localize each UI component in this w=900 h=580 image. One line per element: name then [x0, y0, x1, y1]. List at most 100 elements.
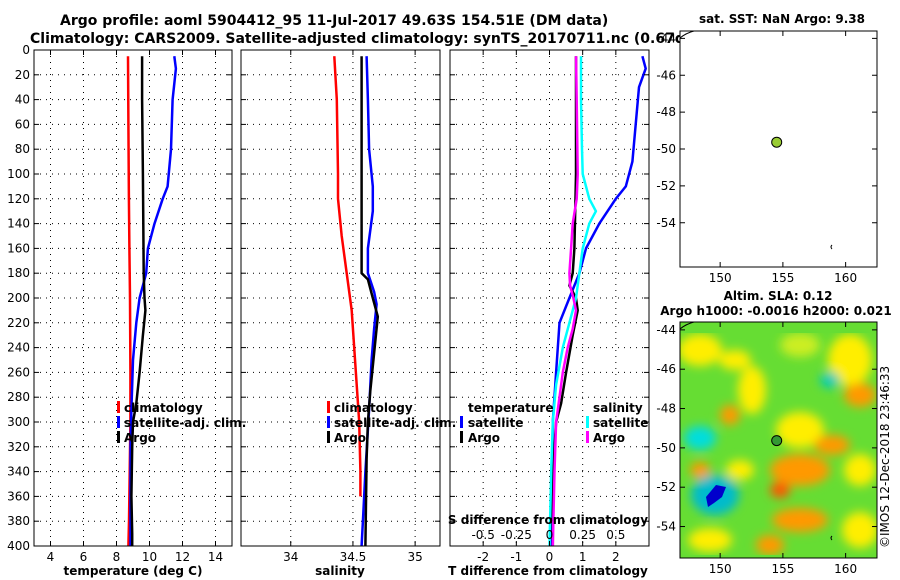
difference-panel: -2 -1 0 1 2 temperature salinity satellite A… — [448, 49, 650, 578]
sst-map: sat. SST: NaN Argo: 9.38 -44 -46 -48 -50 -52… — [656, 12, 878, 285]
legend-header-salinity: salinity — [593, 401, 643, 415]
series-argo — [360, 56, 380, 547]
difference-series — [548, 55, 647, 547]
temperature-xlabel: temperature (deg C) — [64, 564, 203, 578]
salinity-xlabel: salinity — [315, 564, 365, 578]
legend-satellite-adj: satellite-adj. clim. — [124, 416, 246, 430]
y-tick-label: 180 — [7, 266, 30, 280]
y-tick-label: 120 — [7, 192, 30, 206]
difference-grid — [450, 49, 649, 547]
legend-swatch-argo — [117, 431, 120, 443]
map-lat-label: -48 — [656, 402, 676, 416]
figure-title-line2: Climatology: CARS2009. Satellite-adjuste… — [30, 31, 748, 47]
y-tick-label: 60 — [15, 117, 30, 131]
series-s-argo — [551, 56, 579, 547]
sla-map-title: Altim. SLA: 0.12 — [724, 289, 833, 303]
legend-argo: Argo — [334, 431, 366, 445]
map-lat-label: -46 — [656, 68, 676, 82]
salinity-legend: climatology satellite-adj. clim. Argo — [327, 401, 456, 445]
legend-swatch-climatology — [117, 401, 120, 413]
y-tick-label: 140 — [7, 217, 30, 231]
x-tick-label: 12 — [175, 550, 190, 564]
y-tick-label: 260 — [7, 365, 30, 379]
series-s-satellite — [548, 56, 598, 547]
x-tick-label: 1 — [579, 550, 587, 564]
legend-swatch-t-satellite — [460, 416, 463, 428]
s-diff-tick-label: 0 — [546, 528, 554, 542]
temperature-series — [126, 56, 178, 547]
x-tick-label: 6 — [80, 550, 88, 564]
s-difference-ticks: -0.5 -0.25 0 0.25 0.5 — [471, 528, 625, 542]
figure-title-line1: Argo profile: aoml 5904412_95 11-Jul-201… — [60, 13, 608, 29]
temperature-ticks: 0 20 40 60 80 100 120 140 160 180 200 220 240 260 280 3… — [7, 43, 232, 564]
map-lon-label: 150 — [709, 562, 732, 576]
x-tick-label: 34.5 — [340, 550, 367, 564]
legend-s-satellite: satellite — [593, 416, 648, 430]
legend-satellite-adj: satellite-adj. clim. — [334, 416, 456, 430]
map-lon-label: 150 — [709, 271, 732, 285]
series-t-satellite — [549, 55, 647, 547]
sla-low-core — [706, 485, 726, 507]
salinity-axes-frame — [240, 49, 441, 547]
sla-map-ticks: -44 -46 -48 -50 -52 -54 150 155 160 — [656, 322, 877, 576]
map-lon-label: 160 — [834, 271, 857, 285]
map-lon-label: 155 — [771, 271, 794, 285]
s-diff-tick-label: 0.5 — [606, 528, 625, 542]
map-lat-label: -44 — [656, 323, 676, 337]
s-difference-label: S difference from climatology — [448, 513, 648, 527]
difference-axes-frame — [449, 49, 650, 547]
map-lon-label: 155 — [771, 562, 794, 576]
salinity-panel: 34 34.5 35 climatology satellite-adj. clim… — [240, 49, 456, 578]
map-lat-label: -54 — [656, 216, 676, 230]
legend-argo: Argo — [124, 431, 156, 445]
sla-blobs — [680, 333, 877, 555]
coastline-sst-island — [830, 244, 833, 250]
legend-climatology: climatology — [334, 401, 413, 415]
y-tick-label: 40 — [15, 93, 30, 107]
y-tick-label: 380 — [7, 514, 30, 528]
y-tick-label: 320 — [7, 440, 30, 454]
map-lat-label: -48 — [656, 105, 676, 119]
temperature-legend: climatology satellite-adj. clim. Argo — [117, 401, 246, 445]
series-climatology — [333, 56, 362, 497]
map-lat-label: -52 — [656, 480, 676, 494]
map-lon-label: 160 — [834, 562, 857, 576]
legend-s-argo: Argo — [593, 431, 625, 445]
salinity-series — [333, 56, 380, 547]
legend-t-satellite: satellite — [468, 416, 523, 430]
map-lat-label: -44 — [656, 31, 676, 45]
difference-legend: temperature salinity satellite Argo sate… — [460, 401, 648, 445]
y-tick-label: 300 — [7, 415, 30, 429]
sla-heatmap — [680, 322, 877, 558]
salinity-ticks: 34 34.5 35 — [241, 49, 440, 564]
x-tick-label: 35 — [407, 550, 422, 564]
argo-float-marker — [771, 136, 783, 148]
map-lat-label: -50 — [656, 441, 676, 455]
legend-swatch-climatology — [327, 401, 330, 413]
difference-ticks: -2 -1 0 1 2 — [450, 49, 649, 564]
legend-swatch-satellite — [117, 416, 120, 428]
x-tick-label: 0 — [546, 550, 554, 564]
legend-swatch-t-argo — [460, 431, 463, 443]
y-tick-label: 240 — [7, 341, 30, 355]
y-tick-label: 100 — [7, 167, 30, 181]
map-lat-label: -46 — [656, 362, 676, 376]
series-argo — [130, 56, 147, 546]
coastline-sla-island — [830, 535, 833, 541]
map-lat-label: -54 — [656, 520, 676, 534]
t-difference-xlabel: T difference from climatology — [448, 564, 648, 578]
x-tick-label: 4 — [47, 550, 55, 564]
salinity-grid — [241, 49, 440, 547]
y-tick-label: 0 — [22, 43, 30, 57]
legend-header-temperature: temperature — [468, 401, 553, 415]
y-tick-label: 20 — [15, 68, 30, 82]
map-lat-label: -52 — [656, 179, 676, 193]
legend-swatch-satellite — [327, 416, 330, 428]
y-tick-label: 80 — [15, 142, 30, 156]
s-diff-tick-label: 0.25 — [569, 528, 596, 542]
x-tick-label: 14 — [208, 550, 223, 564]
y-tick-label: 400 — [7, 539, 30, 553]
sst-map-ticks: -44 -46 -48 -50 -52 -54 150 155 160 — [656, 31, 877, 285]
y-tick-label: 280 — [7, 390, 30, 404]
s-diff-tick-label: -0.5 — [471, 528, 494, 542]
